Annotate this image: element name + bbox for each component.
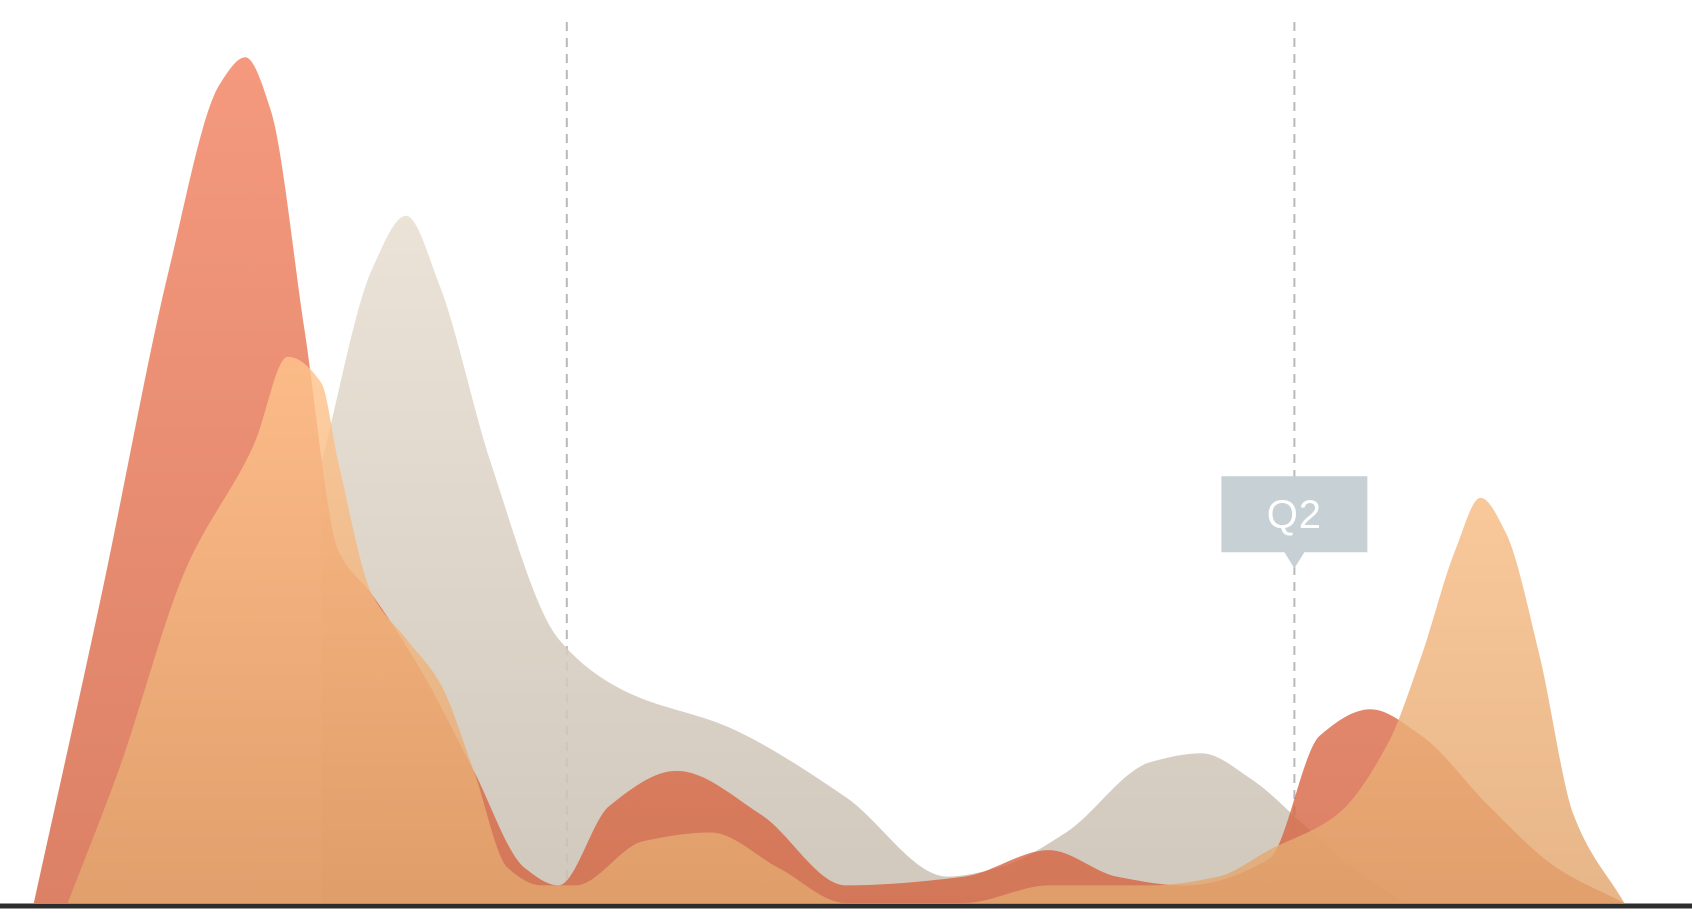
q2-tooltip: Q2 <box>1221 476 1368 569</box>
series-area-3 <box>67 356 1625 903</box>
tooltip-label: Q2 <box>1267 493 1322 537</box>
tooltip-background <box>1221 476 1368 569</box>
series-areas <box>33 57 1625 904</box>
tooltip-group: Q2 <box>1221 476 1368 569</box>
guide-lines <box>565 22 1296 903</box>
series-area-1 <box>321 215 1405 904</box>
